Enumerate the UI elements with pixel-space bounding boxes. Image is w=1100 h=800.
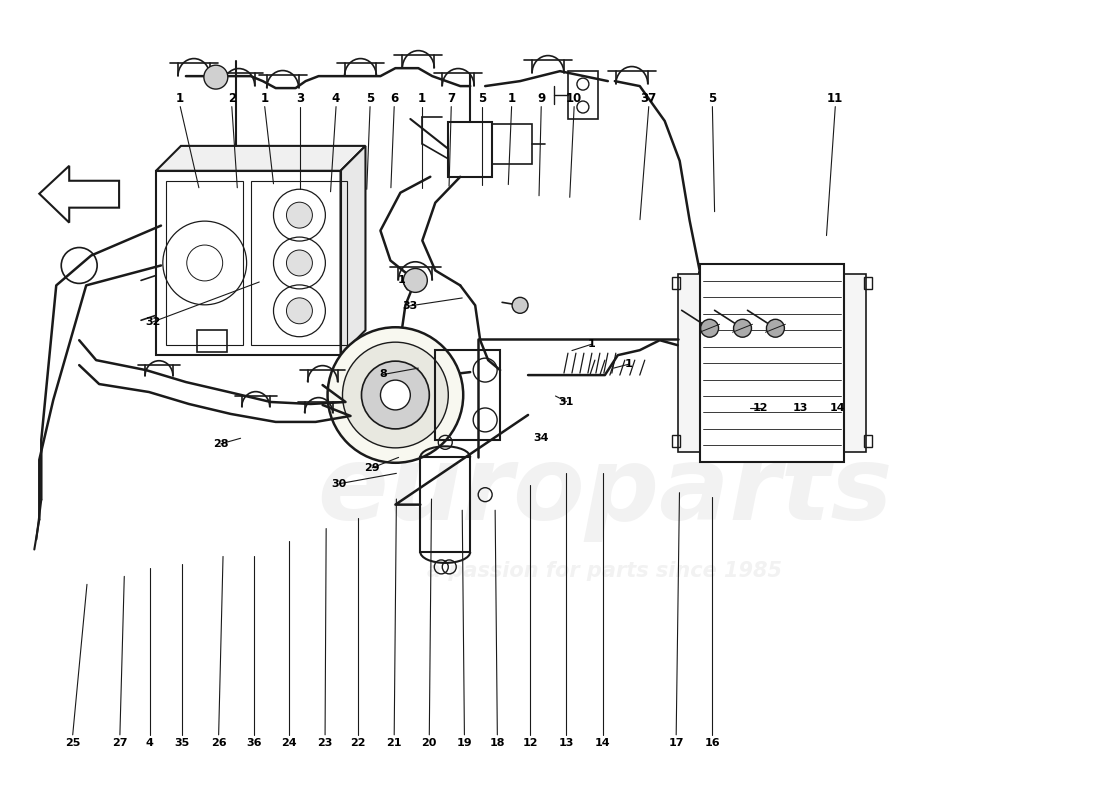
Bar	[678, 274, 700, 452]
Text: 16: 16	[705, 738, 720, 748]
Text: 20: 20	[421, 738, 437, 748]
Text: 9: 9	[537, 92, 546, 105]
Polygon shape	[40, 166, 119, 222]
Text: 13: 13	[792, 403, 807, 413]
Circle shape	[362, 361, 429, 429]
Text: 21: 21	[386, 738, 402, 748]
Text: 1: 1	[418, 92, 426, 105]
Text: 8: 8	[379, 370, 387, 379]
Bar	[197, 330, 227, 352]
Text: europarts: europarts	[317, 441, 892, 542]
Text: 36: 36	[246, 738, 262, 748]
Bar	[156, 170, 341, 355]
Text: 12: 12	[752, 403, 769, 413]
Text: 25: 25	[65, 738, 80, 748]
Circle shape	[701, 319, 718, 338]
Text: 10: 10	[566, 92, 582, 105]
Text: 1: 1	[398, 275, 406, 286]
Text: 5: 5	[477, 92, 486, 105]
Text: 34: 34	[534, 434, 549, 443]
Text: 35: 35	[175, 738, 190, 748]
Text: 5: 5	[708, 92, 716, 105]
Text: 5: 5	[366, 92, 374, 105]
Circle shape	[286, 202, 312, 228]
Text: 4: 4	[145, 738, 154, 748]
Text: 7: 7	[448, 92, 455, 105]
Text: 1: 1	[261, 92, 268, 105]
Text: 19: 19	[456, 738, 472, 748]
Text: 2: 2	[228, 92, 235, 105]
Bar	[672, 278, 680, 290]
Text: 30: 30	[332, 478, 346, 489]
Bar	[420, 458, 470, 552]
Text: 6: 6	[390, 92, 398, 105]
Text: 14: 14	[829, 403, 845, 413]
Circle shape	[286, 298, 312, 324]
Text: 23: 23	[318, 738, 333, 748]
Circle shape	[342, 342, 449, 448]
Text: 13: 13	[559, 738, 574, 748]
Bar	[845, 274, 866, 452]
Text: 29: 29	[364, 462, 381, 473]
Circle shape	[513, 298, 528, 314]
Bar	[449, 122, 492, 177]
Text: 1: 1	[507, 92, 516, 105]
Text: 24: 24	[280, 738, 297, 748]
Text: 1: 1	[625, 359, 632, 369]
Polygon shape	[341, 146, 365, 355]
Text: 3: 3	[296, 92, 304, 105]
Text: 31: 31	[559, 397, 574, 406]
Text: 37: 37	[640, 92, 657, 105]
Polygon shape	[156, 146, 365, 170]
Text: 17: 17	[669, 738, 684, 748]
Text: 26: 26	[211, 738, 227, 748]
Text: 11: 11	[827, 92, 844, 105]
Bar	[700, 265, 845, 462]
Circle shape	[767, 319, 784, 338]
Text: 14: 14	[595, 738, 610, 748]
Text: 1: 1	[587, 339, 595, 349]
Bar	[436, 350, 500, 440]
Circle shape	[404, 269, 427, 292]
Circle shape	[286, 250, 312, 276]
Text: 12: 12	[522, 738, 538, 748]
Text: 22: 22	[350, 738, 365, 748]
Circle shape	[204, 65, 228, 89]
Bar	[568, 71, 598, 119]
Text: 18: 18	[490, 738, 505, 748]
Text: 27: 27	[112, 738, 128, 748]
Circle shape	[381, 380, 410, 410]
Text: 28: 28	[213, 439, 229, 449]
Bar	[166, 181, 243, 345]
Bar	[865, 435, 872, 447]
Text: 1: 1	[176, 92, 185, 105]
Text: 4: 4	[332, 92, 340, 105]
Circle shape	[734, 319, 751, 338]
Circle shape	[328, 327, 463, 462]
Bar	[865, 278, 872, 290]
Text: 32: 32	[145, 317, 161, 327]
Text: 33: 33	[402, 301, 417, 311]
Bar	[492, 124, 532, 164]
Text: a passion for parts since 1985: a passion for parts since 1985	[428, 562, 782, 582]
Bar	[672, 435, 680, 447]
Bar	[252, 181, 348, 345]
